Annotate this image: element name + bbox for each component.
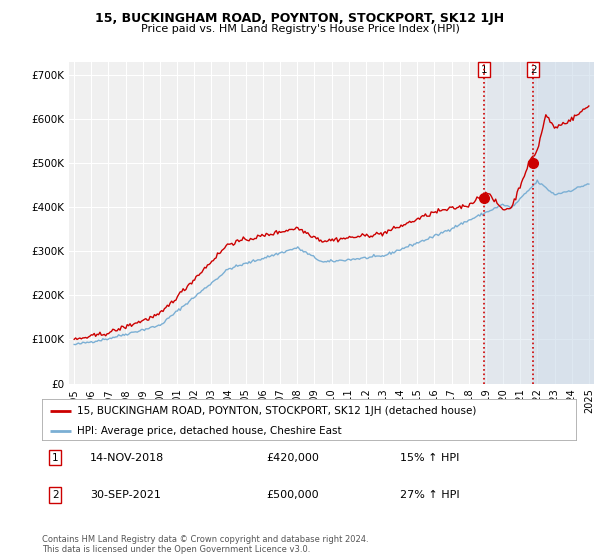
Bar [533,62,594,384]
Text: 2: 2 [530,64,536,74]
Text: 30-SEP-2021: 30-SEP-2021 [90,490,161,500]
Text: 1: 1 [52,453,59,463]
Text: 15, BUCKINGHAM ROAD, POYNTON, STOCKPORT, SK12 1JH (detached house): 15, BUCKINGHAM ROAD, POYNTON, STOCKPORT,… [77,405,476,416]
Text: 2: 2 [52,490,59,500]
Text: £420,000: £420,000 [266,453,319,463]
Text: HPI: Average price, detached house, Cheshire East: HPI: Average price, detached house, Ches… [77,426,341,436]
Text: Price paid vs. HM Land Registry's House Price Index (HPI): Price paid vs. HM Land Registry's House … [140,24,460,34]
Text: 14-NOV-2018: 14-NOV-2018 [90,453,164,463]
Text: 15% ↑ HPI: 15% ↑ HPI [400,453,459,463]
Text: Contains HM Land Registry data © Crown copyright and database right 2024.
This d: Contains HM Land Registry data © Crown c… [42,535,368,554]
Text: £500,000: £500,000 [266,490,319,500]
Text: 27% ↑ HPI: 27% ↑ HPI [400,490,460,500]
Text: 1: 1 [481,64,487,74]
Bar [484,62,594,384]
Text: 15, BUCKINGHAM ROAD, POYNTON, STOCKPORT, SK12 1JH: 15, BUCKINGHAM ROAD, POYNTON, STOCKPORT,… [95,12,505,25]
